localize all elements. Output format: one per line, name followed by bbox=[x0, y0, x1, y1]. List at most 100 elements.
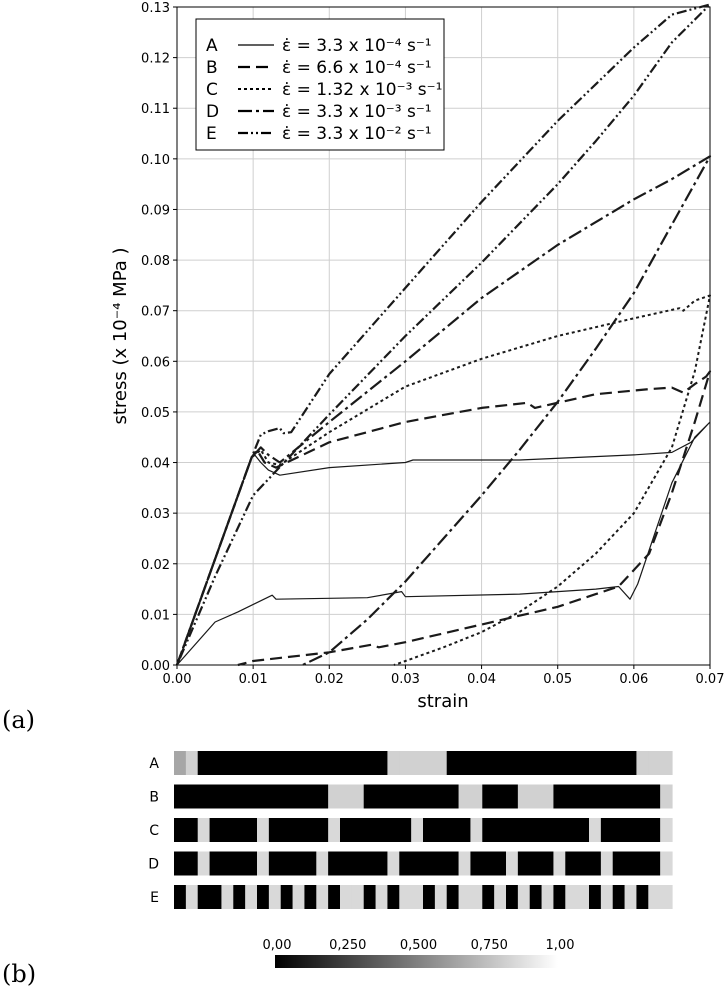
bar-cell bbox=[351, 885, 365, 909]
bar-cell bbox=[589, 885, 602, 909]
bar-cell bbox=[233, 751, 246, 775]
x-tick-label: 0.07 bbox=[696, 672, 725, 687]
bar-cell bbox=[316, 885, 329, 909]
bar-cell bbox=[387, 885, 400, 909]
bar-cell bbox=[268, 751, 282, 775]
bar-cell bbox=[612, 751, 626, 775]
bar-cell bbox=[423, 784, 436, 809]
bar-cell bbox=[600, 818, 614, 842]
bar-cell bbox=[458, 818, 472, 842]
bar-cell bbox=[517, 784, 531, 809]
bar-cell bbox=[446, 818, 460, 842]
bar-cell bbox=[304, 784, 317, 809]
bar-cell bbox=[257, 885, 270, 909]
bar-cell bbox=[268, 851, 282, 876]
bar-cell bbox=[221, 818, 234, 842]
legend-name-e: E bbox=[206, 124, 217, 144]
bar-cell bbox=[233, 784, 246, 809]
bar-cell bbox=[292, 851, 306, 876]
bar-cell bbox=[577, 784, 590, 809]
bar-cell bbox=[340, 784, 353, 809]
y-tick-label: 0.10 bbox=[141, 153, 170, 168]
bar-cell bbox=[328, 784, 341, 809]
bar-cell bbox=[245, 885, 258, 909]
bar-cell bbox=[375, 784, 389, 809]
bar-cell bbox=[399, 818, 412, 842]
bar-cell bbox=[600, 751, 614, 775]
bar-cell bbox=[221, 851, 234, 876]
bar-cell bbox=[446, 851, 460, 876]
bar-cell bbox=[221, 885, 234, 909]
bar-cell bbox=[553, 751, 566, 775]
bar-cell bbox=[565, 851, 578, 876]
bar-cell bbox=[197, 784, 211, 809]
bar-cell bbox=[506, 885, 519, 909]
x-tick-label: 0.02 bbox=[315, 672, 344, 687]
bar-cell bbox=[648, 885, 661, 909]
bar-cell bbox=[434, 818, 448, 842]
bar-cell bbox=[257, 784, 270, 809]
bar-cell bbox=[351, 851, 365, 876]
bar-cell bbox=[612, 851, 626, 876]
bar-cell bbox=[624, 851, 638, 876]
bar-cell bbox=[340, 851, 353, 876]
bar-cell bbox=[328, 818, 341, 842]
bar-cell bbox=[292, 885, 306, 909]
bar-cell bbox=[375, 851, 389, 876]
bar-cell bbox=[541, 851, 555, 876]
bar-cell bbox=[197, 851, 211, 876]
bar-cell bbox=[245, 818, 258, 842]
series-b-line bbox=[175, 370, 712, 667]
bar-cell bbox=[185, 751, 199, 775]
colorbar-tick-label: 1,00 bbox=[546, 938, 575, 953]
bar-cell bbox=[434, 751, 448, 775]
bar-cell bbox=[600, 784, 614, 809]
bar-cell bbox=[245, 784, 258, 809]
bar-cell bbox=[624, 784, 638, 809]
y-tick-label: 0.01 bbox=[141, 608, 170, 623]
bar-cell bbox=[174, 818, 187, 842]
bar-cell bbox=[624, 751, 638, 775]
bar-cell bbox=[268, 885, 282, 909]
bar-cell bbox=[399, 784, 412, 809]
bar-cell bbox=[636, 751, 649, 775]
bar-row-label: B bbox=[149, 790, 159, 806]
bar-cell bbox=[185, 818, 199, 842]
bar-cell bbox=[423, 751, 436, 775]
bar-cell bbox=[458, 751, 472, 775]
bar-cell bbox=[482, 851, 495, 876]
legend-name-b: B bbox=[206, 58, 218, 78]
bar-cell bbox=[529, 784, 543, 809]
series-d-line bbox=[175, 155, 712, 666]
bar-cell bbox=[541, 818, 555, 842]
bar-cell bbox=[328, 885, 341, 909]
bar-cell bbox=[316, 751, 329, 775]
bar-cell bbox=[434, 851, 448, 876]
bar-cell bbox=[577, 818, 590, 842]
y-tick-label: 0.13 bbox=[141, 1, 170, 16]
bar-cell bbox=[636, 851, 649, 876]
series-layer bbox=[175, 3, 712, 667]
series-a-line bbox=[176, 421, 711, 666]
bar-cell bbox=[600, 851, 614, 876]
bar-cell bbox=[197, 818, 211, 842]
bar-cell bbox=[624, 885, 638, 909]
bar-cell bbox=[648, 818, 661, 842]
bar-cell bbox=[304, 818, 317, 842]
bar-cell bbox=[185, 851, 199, 876]
bar-cell bbox=[458, 851, 472, 876]
bar-cell bbox=[411, 784, 424, 809]
bar-cell bbox=[268, 818, 282, 842]
x-tick-label: 0.03 bbox=[391, 672, 420, 687]
colorbar-tick-label: 0,750 bbox=[471, 938, 508, 953]
y-axis-ticks: 0.00 0.01 0.02 0.03 0.04 0.05 0.06 0.07 0.08 0.09… bbox=[141, 1, 177, 674]
bar-cell bbox=[257, 751, 270, 775]
bar-cell bbox=[529, 851, 543, 876]
y-tick-label: 0.02 bbox=[141, 558, 170, 573]
bar-cell bbox=[375, 818, 389, 842]
bar-cell bbox=[399, 751, 412, 775]
bar-cell bbox=[565, 818, 578, 842]
bar-cell bbox=[470, 818, 483, 842]
y-tick-label: 0.09 bbox=[141, 203, 170, 218]
